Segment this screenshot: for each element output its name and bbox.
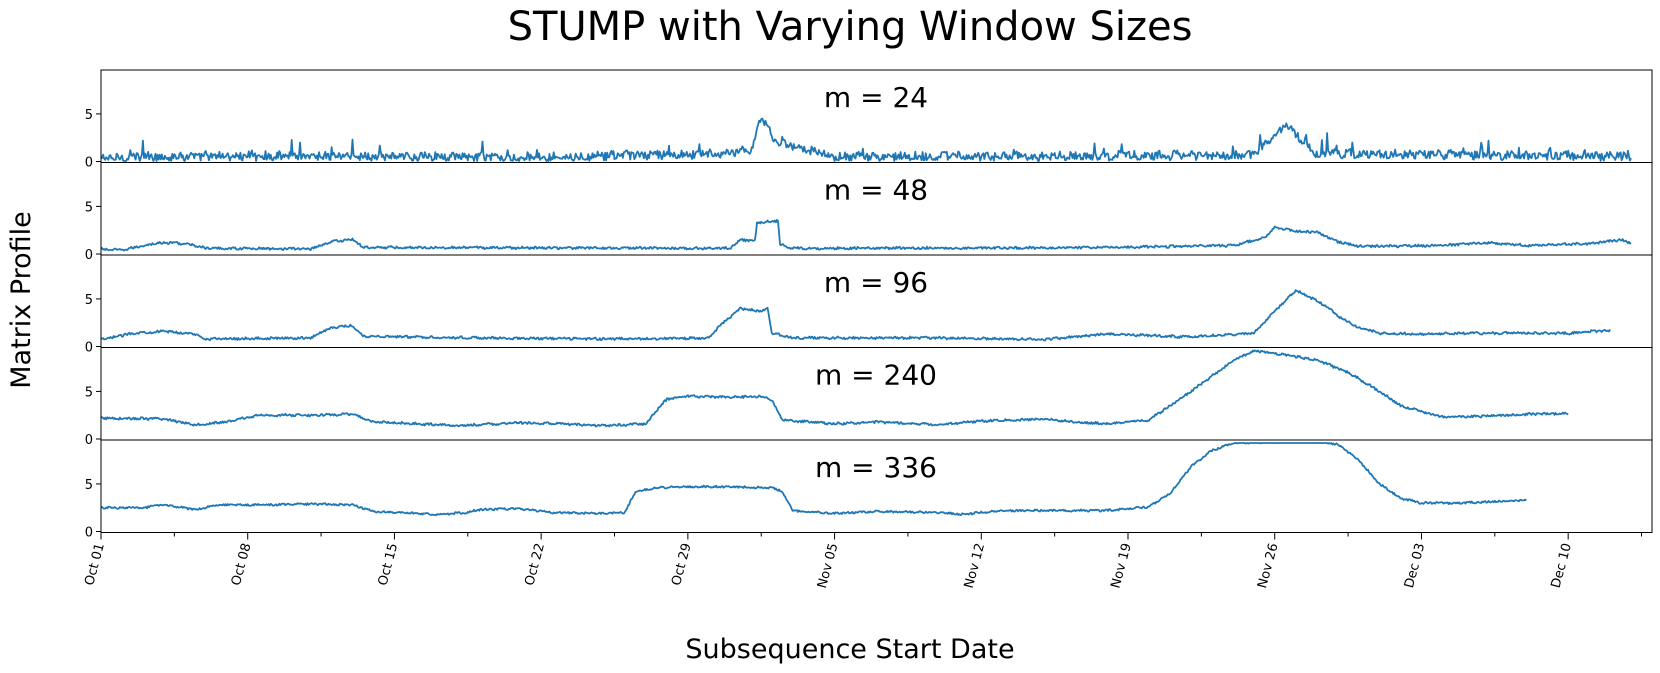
x-tick-label: Oct 01 bbox=[82, 542, 108, 588]
y-tick-label: 0 bbox=[85, 341, 93, 356]
y-tick-label: 5 bbox=[85, 108, 93, 123]
x-tick-label: Nov 26 bbox=[1255, 542, 1281, 590]
matrix-profile-line bbox=[100, 349, 1569, 428]
matrix-profile-line bbox=[100, 117, 1632, 162]
panel-label: m = 48 bbox=[824, 174, 928, 207]
y-axis-label: Matrix Profile bbox=[6, 211, 37, 389]
y-tick-label: 5 bbox=[85, 293, 93, 308]
panel-frame bbox=[100, 439, 1653, 533]
y-tick-label: 0 bbox=[85, 156, 93, 171]
x-axis: Oct 01 Oct 08 Oct 15 Oct 22 Oct 29 Nov 05 Nov … bbox=[82, 532, 1643, 590]
chart-title: STUMP with Varying Window Sizes bbox=[508, 4, 1193, 50]
x-tick-label: Oct 29 bbox=[669, 542, 695, 588]
panel-3: 0 5 m = 240 bbox=[85, 347, 1653, 448]
x-tick-label: Nov 12 bbox=[962, 542, 988, 590]
panel-0: 0 5 m = 24 bbox=[85, 69, 1653, 171]
y-tick-label: 0 bbox=[85, 526, 93, 541]
panel-2: 0 5 m = 96 bbox=[85, 254, 1653, 356]
y-tick-label: 0 bbox=[85, 433, 93, 448]
matrix-profile-line bbox=[100, 289, 1611, 342]
x-tick-label: Dec 10 bbox=[1549, 542, 1575, 590]
x-tick-label: Dec 03 bbox=[1402, 542, 1428, 590]
x-tick-label: Oct 15 bbox=[376, 542, 402, 588]
x-tick-label: Oct 08 bbox=[229, 542, 255, 588]
y-tick-label: 0 bbox=[85, 248, 93, 263]
panel-label: m = 24 bbox=[824, 81, 928, 114]
panel-1: 0 5 m = 48 bbox=[85, 162, 1653, 263]
x-tick-label: Nov 19 bbox=[1108, 542, 1134, 590]
panel-label: m = 96 bbox=[824, 266, 928, 299]
matrix-profile-line bbox=[100, 442, 1527, 517]
panel-label: m = 240 bbox=[815, 359, 937, 392]
y-tick-label: 5 bbox=[85, 200, 93, 215]
panel-4: 0 5 m = 336 bbox=[85, 439, 1653, 541]
panel-label: m = 336 bbox=[815, 451, 937, 484]
x-tick-label: Oct 22 bbox=[522, 542, 548, 588]
y-tick-label: 5 bbox=[85, 478, 93, 493]
x-tick-label: Nov 05 bbox=[815, 542, 841, 590]
x-axis-label: Subsequence Start Date bbox=[685, 634, 1014, 665]
y-tick-label: 5 bbox=[85, 385, 93, 400]
matrix-profile-line bbox=[100, 219, 1632, 252]
